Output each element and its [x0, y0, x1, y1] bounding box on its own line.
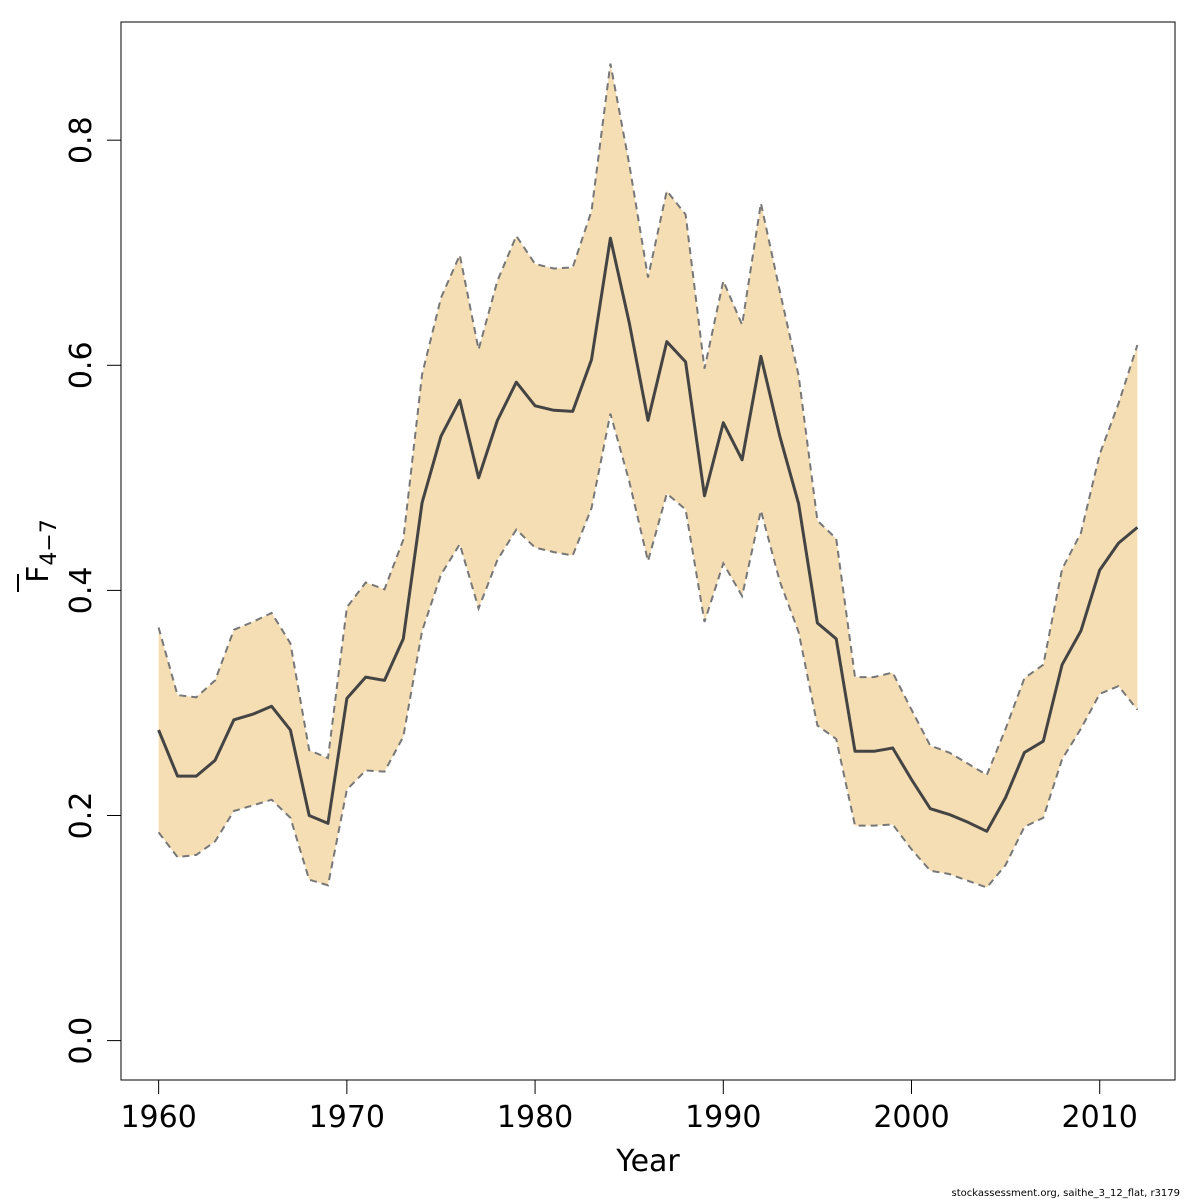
y-tick-label-group: 0.2	[64, 792, 99, 840]
x-tick-label: 1980	[497, 1100, 573, 1135]
estimate-line	[157, 236, 1139, 833]
y-axis: 0.0 0.2 0.4 0.6 0.8	[64, 116, 122, 1065]
y-axis-title-base: F	[21, 566, 56, 583]
x-axis: 1960 1970 1980 1990 2000 2010	[120, 1079, 1138, 1135]
footer-credit: stockassessment.org, saithe_3_12_flat, r…	[952, 1188, 1180, 1199]
y-tick-label-group: 0.4	[64, 567, 99, 615]
upper-bound-line	[157, 63, 1139, 777]
y-tick-label-group: 0.0	[64, 1017, 99, 1065]
y-axis-title: F4−7	[17, 519, 62, 592]
estimate-line-layer	[157, 236, 1139, 833]
x-axis-title: Year	[615, 1144, 680, 1179]
x-tick-label: 1970	[309, 1100, 385, 1135]
y-axis-title-subscript: 4−7	[37, 519, 62, 565]
confidence-band	[157, 63, 1139, 889]
confidence-band-area	[158, 63, 1138, 888]
y-tick-label-group: 0.6	[64, 341, 99, 389]
lower-bound-line	[157, 413, 1139, 889]
x-tick-label: 1960	[120, 1100, 196, 1135]
y-tick-label: 0.6	[64, 341, 99, 389]
y-tick-label: 0.0	[64, 1017, 99, 1065]
x-tick-label: 2010	[1062, 1100, 1138, 1135]
y-tick-label: 0.8	[64, 116, 99, 164]
x-tick-label: 1990	[685, 1100, 761, 1135]
y-tick-label-group: 0.8	[64, 116, 99, 164]
y-tick-label: 0.2	[64, 792, 99, 840]
svg-text:F4−7: F4−7	[21, 519, 62, 583]
y-tick-label: 0.4	[64, 567, 99, 615]
x-tick-label: 2000	[873, 1100, 949, 1135]
